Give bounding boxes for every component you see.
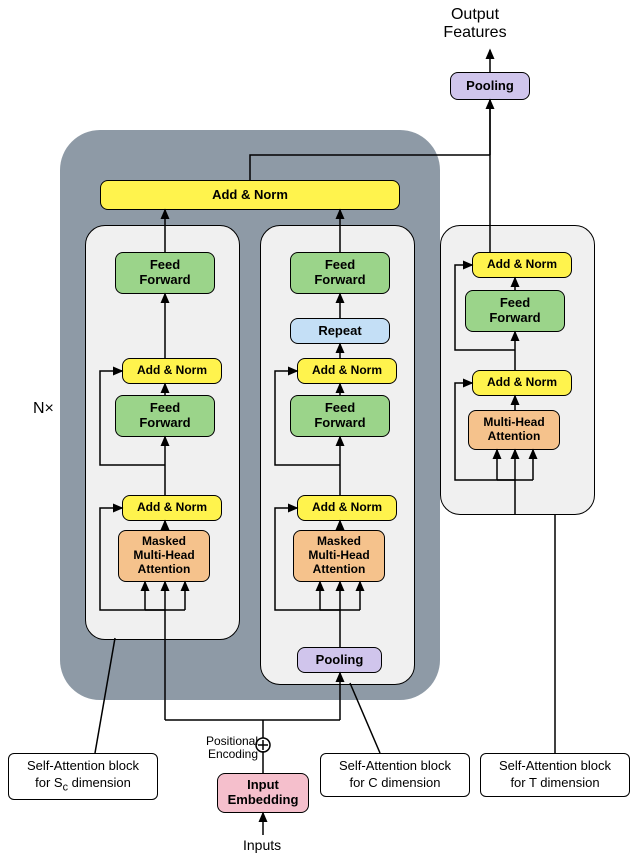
t-feed-forward: Feed Forward — [465, 290, 565, 332]
callout-c: Self-Attention block for C dimension — [320, 753, 470, 797]
c-repeat: Repeat — [290, 318, 390, 344]
t-add-norm-2: Add & Norm — [472, 252, 572, 278]
sc-feed-forward-1: Feed Forward — [115, 395, 215, 437]
inputs-label: Inputs — [243, 837, 281, 853]
positional-encoding-label: Positional Encoding — [190, 735, 258, 761]
c-add-norm-1: Add & Norm — [297, 495, 397, 521]
callout-t: Self-Attention block for T dimension — [480, 753, 630, 797]
callout-sc-tail: dimension — [68, 775, 131, 790]
c-masked-attention: Masked Multi-Head Attention — [293, 530, 385, 582]
nx-label: N× — [33, 400, 54, 418]
panel-c — [260, 225, 415, 685]
sc-feed-forward-2: Feed Forward — [115, 252, 215, 294]
t-add-norm-1: Add & Norm — [472, 370, 572, 396]
sc-masked-attention: Masked Multi-Head Attention — [118, 530, 210, 582]
pooling-top: Pooling — [450, 72, 530, 100]
t-multihead-attention: Multi-Head Attention — [468, 410, 560, 450]
c-pooling: Pooling — [297, 647, 382, 673]
callout-sc: Self-Attention block for Sc dimension — [8, 753, 158, 800]
c-feed-forward-2: Feed Forward — [290, 252, 390, 294]
output-features-label: Output Features — [415, 6, 535, 42]
sc-add-norm-2: Add & Norm — [122, 358, 222, 384]
input-embedding: Input Embedding — [217, 773, 309, 813]
c-feed-forward-1: Feed Forward — [290, 395, 390, 437]
top-add-norm: Add & Norm — [100, 180, 400, 210]
sc-add-norm-1: Add & Norm — [122, 495, 222, 521]
c-add-norm-2: Add & Norm — [297, 358, 397, 384]
